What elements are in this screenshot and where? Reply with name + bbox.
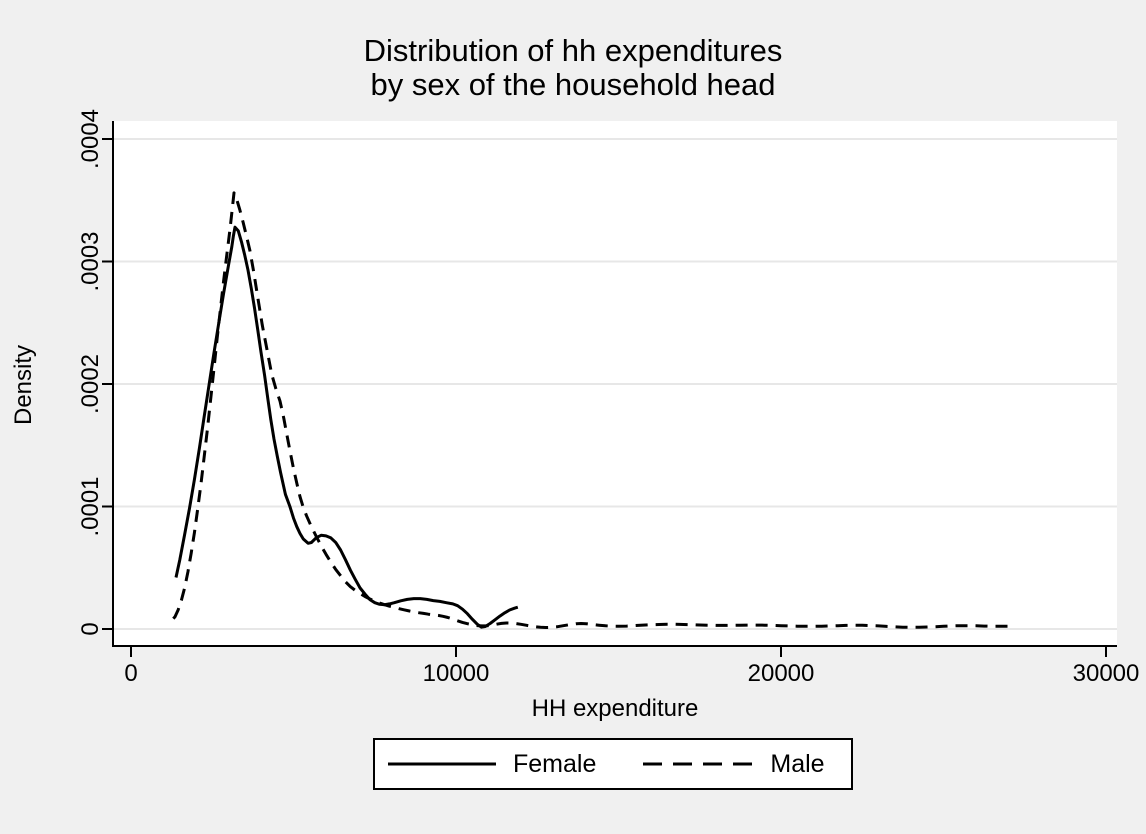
svg-text:.0003: .0003	[77, 231, 104, 291]
x-ticks: 0 10000 20000 30000	[124, 646, 1139, 687]
series-female-line	[174, 225, 519, 629]
chart-title: Distribution of hh expenditures by sex o…	[0, 34, 1146, 102]
x-axis-title: HH expenditure	[531, 695, 699, 722]
chart-title-line-2: by sex of the household head	[370, 67, 776, 102]
svg-text:10000: 10000	[423, 660, 490, 687]
svg-text:.0001: .0001	[77, 476, 104, 536]
male-line-swatch	[643, 762, 754, 766]
svg-text:.0004: .0004	[77, 109, 104, 169]
svg-text:20000: 20000	[748, 660, 815, 687]
svg-text:30000: 30000	[1073, 660, 1140, 687]
svg-text:.0002: .0002	[77, 354, 104, 414]
y-axis-title: Density	[10, 344, 37, 426]
chart-title-line-1: Distribution of hh expenditures	[363, 33, 783, 68]
svg-text:0: 0	[124, 660, 137, 687]
legend: Female Male	[373, 738, 853, 790]
legend-label-male: Male	[770, 749, 825, 778]
gridlines	[114, 138, 1117, 630]
series-male-line	[172, 191, 1009, 629]
y-ticks: 0 .0001 .0002 .0003 .0004	[77, 109, 113, 636]
female-line-swatch	[388, 762, 496, 766]
svg-text:0: 0	[77, 622, 104, 635]
legend-label-female: Female	[513, 749, 597, 778]
